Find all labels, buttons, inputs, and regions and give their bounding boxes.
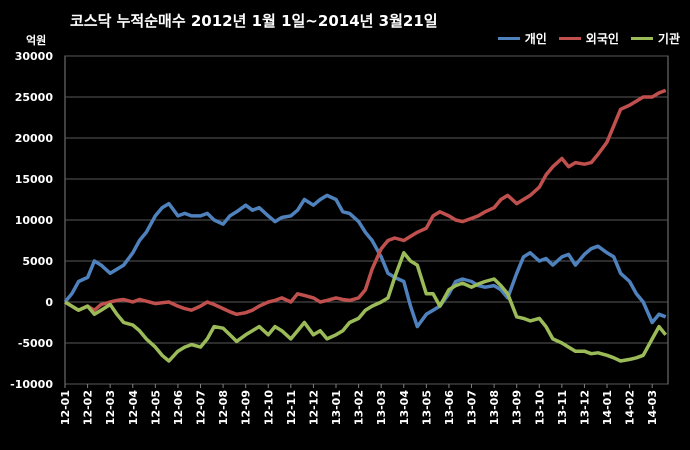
- x-tick-label: 12-08: [217, 390, 230, 425]
- legend: 개인 외국인 기관: [497, 30, 680, 47]
- x-tick-label: 13-07: [466, 390, 479, 425]
- x-tick-label: 13-10: [533, 390, 546, 426]
- x-tick-label: 12-12: [307, 390, 320, 425]
- x-tick-label: 13-05: [420, 390, 433, 425]
- x-tick-label: 12-03: [104, 390, 117, 425]
- x-tick-label: 12-06: [172, 390, 185, 426]
- x-tick-label: 12-04: [127, 390, 140, 426]
- legend-item-institution: 기관: [630, 30, 680, 47]
- legend-label-institution: 기관: [657, 32, 680, 46]
- legend-label-foreign: 외국인: [585, 32, 619, 46]
- x-tick-label: 12-09: [240, 390, 253, 425]
- y-tick-label: 30000: [15, 50, 54, 63]
- x-tick-label: 12-07: [195, 390, 208, 425]
- legend-item-individual: 개인: [497, 30, 547, 47]
- x-tick-label: 13-08: [488, 390, 501, 425]
- x-tick-label: 13-11: [556, 390, 569, 425]
- x-tick-label: 13-03: [375, 390, 388, 425]
- x-tick-label: 12-02: [82, 390, 95, 425]
- y-tick-label: 25000: [15, 91, 54, 104]
- x-tick-label: 12-10: [262, 390, 275, 426]
- x-tick-label: 12-11: [285, 390, 298, 425]
- x-tick-label: 13-06: [443, 390, 456, 426]
- x-tick-label: 14-01: [601, 390, 614, 425]
- y-tick-label: 15000: [15, 173, 54, 186]
- x-tick-label: 13-12: [578, 390, 591, 425]
- chart-title: 코스닥 누적순매수 2012년 1월 1일~2014년 3월21일: [70, 12, 438, 30]
- y-tick-label: 20000: [15, 132, 54, 145]
- x-tick-label: 14-03: [646, 390, 659, 425]
- series-line-2: [64, 251, 668, 363]
- series-line-0: [63, 193, 667, 329]
- x-tick-label: 12-05: [149, 390, 162, 425]
- y-axis-unit-label: 억원: [26, 34, 47, 47]
- series-line-1: [64, 88, 667, 317]
- x-tick-label: 14-02: [624, 390, 637, 425]
- x-tick-label: 13-09: [511, 390, 524, 425]
- legend-item-foreign: 외국인: [558, 30, 619, 47]
- y-tick-label: 5000: [22, 255, 53, 268]
- x-tick-label: 12-01: [59, 390, 72, 425]
- legend-swatch-institution: [630, 37, 653, 40]
- y-tick-label: 0: [45, 296, 53, 309]
- y-tick-label: 10000: [15, 214, 54, 227]
- y-tick-label: -10000: [10, 378, 53, 391]
- x-tick-label: 13-01: [330, 390, 343, 425]
- x-tick-label: 13-04: [398, 390, 411, 426]
- legend-swatch-individual: [497, 37, 520, 40]
- legend-label-individual: 개인: [524, 32, 547, 46]
- legend-swatch-foreign: [558, 37, 581, 40]
- x-tick-label: 13-02: [353, 390, 366, 425]
- y-tick-label: -5000: [18, 337, 54, 350]
